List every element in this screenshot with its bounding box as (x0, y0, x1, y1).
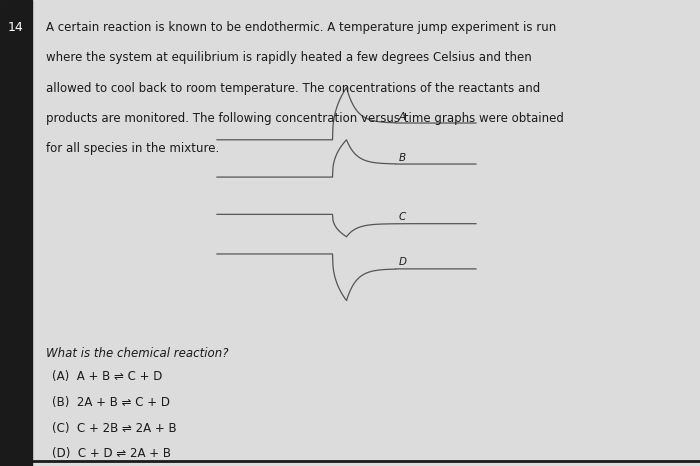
Text: A certain reaction is known to be endothermic. A temperature jump experiment is : A certain reaction is known to be endoth… (46, 21, 556, 34)
Bar (0, 0, 32, 466)
Text: products are monitored. The following concentration versus time graphs were obta: products are monitored. The following co… (46, 112, 564, 125)
Text: What is the chemical reaction?: What is the chemical reaction? (46, 347, 228, 360)
Text: B: B (399, 153, 406, 163)
Text: (A)  A + B ⇌ C + D: (A) A + B ⇌ C + D (52, 370, 163, 384)
Text: (B)  2A + B ⇌ C + D: (B) 2A + B ⇌ C + D (52, 396, 171, 409)
Text: D: D (399, 258, 407, 267)
Text: for all species in the mixture.: for all species in the mixture. (46, 142, 218, 155)
Text: A: A (399, 112, 406, 122)
Text: 14: 14 (8, 21, 23, 34)
Text: allowed to cool back to room temperature. The concentrations of the reactants an: allowed to cool back to room temperature… (46, 82, 540, 95)
Text: (D)  C + D ⇌ 2A + B: (D) C + D ⇌ 2A + B (52, 447, 172, 460)
Text: where the system at equilibrium is rapidly heated a few degrees Celsius and then: where the system at equilibrium is rapid… (46, 51, 531, 64)
Text: C: C (399, 212, 406, 222)
Text: (C)  C + 2B ⇌ 2A + B: (C) C + 2B ⇌ 2A + B (52, 422, 177, 435)
